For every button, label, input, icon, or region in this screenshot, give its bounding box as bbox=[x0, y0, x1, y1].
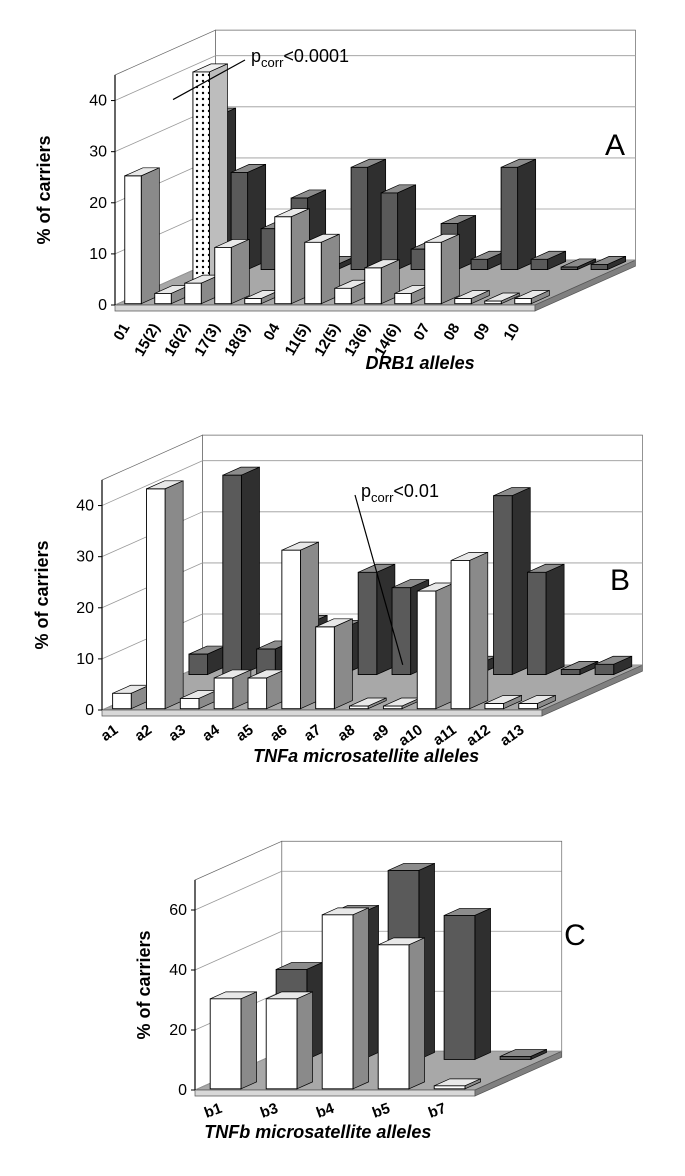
svg-text:40: 40 bbox=[89, 93, 107, 110]
y-axis-label: % of carriers bbox=[34, 135, 54, 244]
svg-text:11(5): 11(5) bbox=[282, 321, 314, 359]
svg-text:10: 10 bbox=[76, 651, 94, 668]
svg-text:40: 40 bbox=[76, 498, 94, 515]
x-axis-label: TNFa microsatellite alleles bbox=[253, 746, 479, 766]
svg-text:a7: a7 bbox=[301, 721, 324, 744]
svg-text:40: 40 bbox=[169, 962, 187, 979]
svg-text:09: 09 bbox=[470, 321, 493, 344]
svg-text:08: 08 bbox=[440, 321, 463, 344]
svg-text:a13: a13 bbox=[497, 721, 527, 749]
svg-text:20: 20 bbox=[76, 600, 94, 617]
svg-text:a5: a5 bbox=[233, 721, 256, 744]
svg-text:b5: b5 bbox=[370, 1100, 392, 1122]
svg-text:0: 0 bbox=[178, 1082, 187, 1099]
y-axis-label: % of carriers bbox=[32, 540, 52, 649]
svg-text:20: 20 bbox=[169, 1022, 187, 1039]
x-axis-label: DRB1 alleles bbox=[366, 353, 475, 373]
svg-text:b4: b4 bbox=[314, 1100, 337, 1122]
panel-letter: A bbox=[605, 129, 625, 162]
svg-text:0: 0 bbox=[98, 297, 107, 314]
svg-text:0: 0 bbox=[85, 702, 94, 719]
svg-text:60: 60 bbox=[169, 902, 187, 919]
panel-letter: C bbox=[564, 919, 586, 952]
svg-text:a9: a9 bbox=[369, 721, 392, 744]
svg-text:a8: a8 bbox=[335, 721, 358, 744]
svg-text:18(3): 18(3) bbox=[221, 321, 253, 360]
svg-text:a3: a3 bbox=[165, 721, 188, 744]
svg-text:a11: a11 bbox=[430, 721, 460, 749]
svg-text:07: 07 bbox=[410, 321, 433, 344]
svg-text:a2: a2 bbox=[132, 721, 155, 744]
svg-text:30: 30 bbox=[76, 549, 94, 566]
svg-text:20: 20 bbox=[89, 195, 107, 212]
panel-a: 0 10 20 30 40 0115(2)16(2)17(3)18(3) 0411(5)12… bbox=[20, 0, 665, 390]
svg-text:17(3): 17(3) bbox=[191, 321, 223, 360]
svg-text:a1: a1 bbox=[98, 721, 121, 744]
panel-letter: B bbox=[610, 564, 630, 597]
svg-text:a6: a6 bbox=[267, 721, 290, 744]
svg-text:10: 10 bbox=[500, 321, 523, 344]
svg-text:16(2): 16(2) bbox=[161, 321, 193, 360]
svg-text:04: 04 bbox=[260, 320, 283, 344]
svg-text:b3: b3 bbox=[258, 1100, 280, 1122]
svg-text:10: 10 bbox=[89, 246, 107, 263]
panel-c: 0 20 40 60 b1 b3 b4 b5 b7TNFb microsatellite all… bbox=[20, 800, 665, 1170]
x-axis-label: TNFb microsatellite alleles bbox=[204, 1122, 431, 1142]
svg-text:b1: b1 bbox=[202, 1100, 224, 1122]
panel-b: 010203040a1a2a3a4a5a6a7a8a9a10a11a12a13T… bbox=[20, 400, 665, 790]
svg-text:30: 30 bbox=[89, 144, 107, 161]
y-axis-label: % of carriers bbox=[134, 930, 154, 1039]
svg-text:12(5): 12(5) bbox=[311, 321, 343, 360]
svg-text:b7: b7 bbox=[426, 1100, 448, 1122]
svg-text:a4: a4 bbox=[199, 721, 223, 745]
svg-text:01: 01 bbox=[110, 321, 133, 344]
svg-text:15(2): 15(2) bbox=[131, 321, 163, 360]
